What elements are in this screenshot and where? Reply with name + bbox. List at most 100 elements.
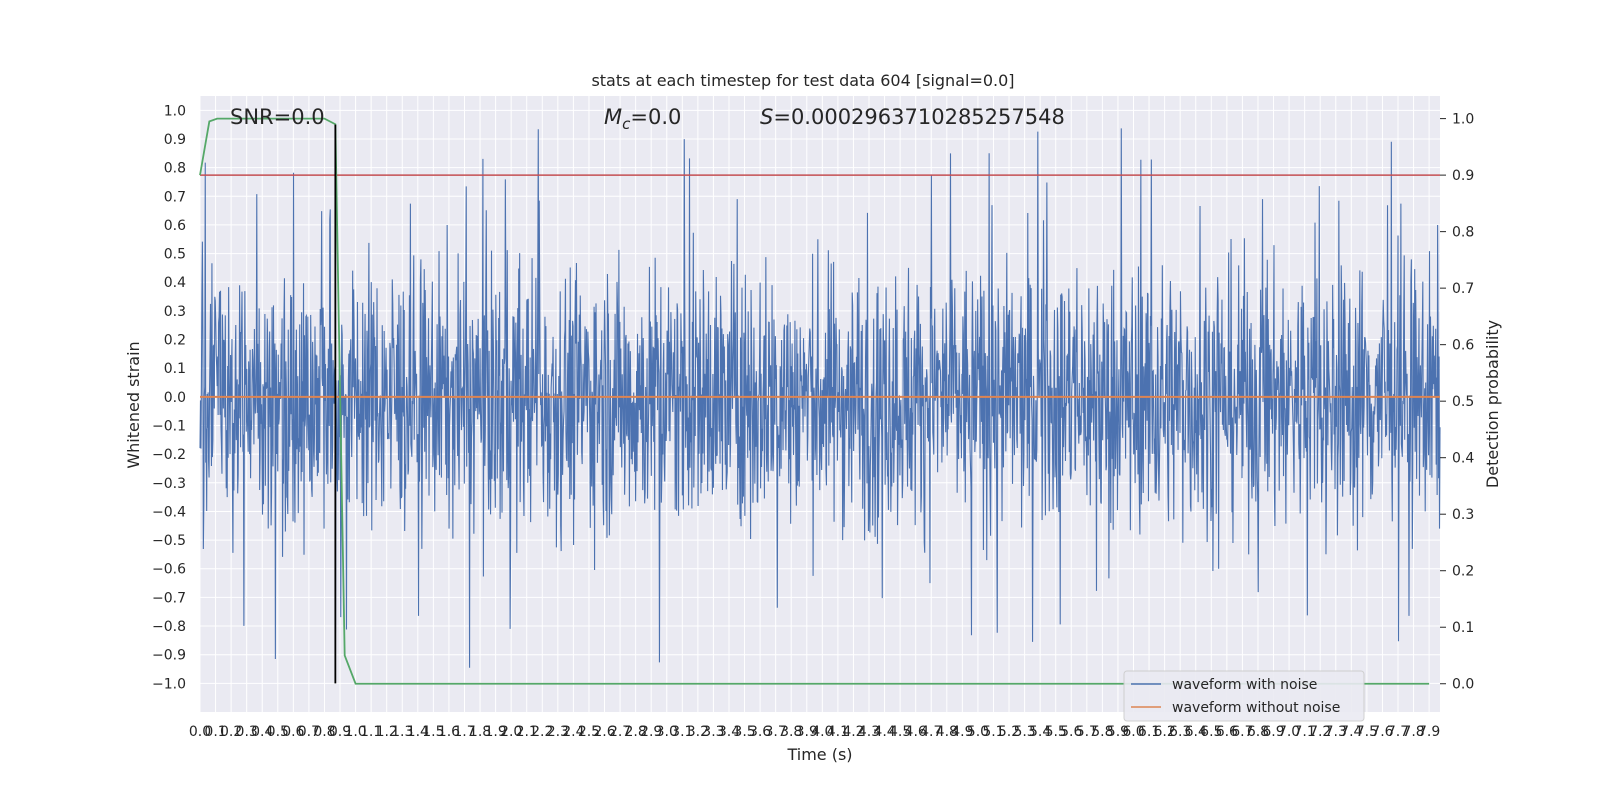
x-tick-label: 0.2 bbox=[220, 724, 242, 740]
x-tick-label: 3.7 bbox=[765, 724, 787, 740]
x-tick-label: 1.8 bbox=[469, 724, 491, 740]
x-tick-label: 4.6 bbox=[905, 724, 927, 740]
x-tick-label: 0.3 bbox=[236, 724, 258, 740]
y2-axis-label: Detection probability bbox=[1483, 320, 1502, 488]
y-tick-label: 0.5 bbox=[164, 247, 186, 263]
y2-tick-label: 0.4 bbox=[1452, 451, 1474, 467]
chirp-mass-annotation: Mc=0.0 bbox=[604, 105, 681, 133]
noise-waveform-layer bbox=[199, 128, 1441, 668]
x-tick-label: 3.1 bbox=[671, 724, 693, 740]
x-tick-label: 5.2 bbox=[998, 724, 1020, 740]
y-tick-label: −0.7 bbox=[152, 590, 186, 606]
x-tick-label: 1.6 bbox=[438, 724, 460, 740]
x-tick-label: 1.1 bbox=[360, 724, 382, 740]
x-tick-label: 2.0 bbox=[500, 724, 522, 740]
y-tick-label: 0.7 bbox=[164, 189, 186, 205]
chart-title: stats at each timestep for test data 604… bbox=[591, 71, 1014, 90]
x-tick-label: 5.3 bbox=[1013, 724, 1035, 740]
x-tick-label: 2.9 bbox=[640, 724, 662, 740]
x-tick-label: 2.4 bbox=[562, 724, 584, 740]
y-tick-label: −0.8 bbox=[152, 619, 186, 635]
x-tick-label: 2.6 bbox=[593, 724, 615, 740]
y-tick-label: 0.9 bbox=[164, 132, 186, 148]
y-tick-label: 0.3 bbox=[164, 304, 186, 320]
x-tick-label: 3.4 bbox=[718, 724, 740, 740]
y-tick-label: 0.8 bbox=[164, 161, 186, 177]
x-tick-label: 6.4 bbox=[1185, 724, 1207, 740]
x-tick-label: 3.8 bbox=[780, 724, 802, 740]
x-tick-label: 7.3 bbox=[1325, 724, 1347, 740]
x-tick-label: 7.0 bbox=[1278, 724, 1300, 740]
x-tick-label: 0.5 bbox=[267, 724, 289, 740]
x-tick-label: 0.0 bbox=[189, 724, 211, 740]
x-tick-label: 2.8 bbox=[625, 724, 647, 740]
y-tick-label: 0.6 bbox=[164, 218, 186, 234]
x-tick-label: 3.9 bbox=[796, 724, 818, 740]
x-tick-label: 3.2 bbox=[687, 724, 709, 740]
y2-tick-label: 0.3 bbox=[1452, 507, 1474, 523]
x-tick-label: 7.7 bbox=[1387, 724, 1409, 740]
y-tick-label: 0.2 bbox=[164, 333, 186, 349]
y-tick-label: −1.0 bbox=[152, 676, 186, 692]
series-probability-line bbox=[199, 117, 1430, 685]
x-tick-label: 4.2 bbox=[842, 724, 864, 740]
x-tick-label: 4.9 bbox=[951, 724, 973, 740]
y2-tick-label: 1.0 bbox=[1452, 112, 1474, 128]
y2-tick-label: 0.1 bbox=[1452, 620, 1474, 636]
x-tick-label: 4.8 bbox=[936, 724, 958, 740]
y-tick-label: 0.1 bbox=[164, 361, 186, 377]
y2-tick-label: 0.7 bbox=[1452, 281, 1474, 297]
x-tick-label: 1.5 bbox=[422, 724, 444, 740]
x-tick-label: 6.8 bbox=[1247, 724, 1269, 740]
x-tick-label: 5.8 bbox=[1091, 724, 1113, 740]
snr-annotation: SNR=0.0 bbox=[230, 105, 325, 129]
x-tick-label: 4.0 bbox=[811, 724, 833, 740]
x-tick-label: 6.0 bbox=[1122, 724, 1144, 740]
y-axis-label: Whitened strain bbox=[124, 341, 143, 468]
x-tick-label: 7.6 bbox=[1371, 724, 1393, 740]
x-axis-ticks: 0.00.10.20.30.40.50.60.70.80.91.01.11.21… bbox=[189, 724, 1440, 740]
x-tick-label: 5.1 bbox=[982, 724, 1004, 740]
x-tick-label: 6.5 bbox=[1200, 724, 1222, 740]
x-tick-label: 7.5 bbox=[1356, 724, 1378, 740]
y2-axis-ticks: 1.0 0.9 0.8 0.7 0.6 0.5 0.4 0.3 0.2 0.1 0.0 bbox=[1440, 112, 1474, 693]
x-tick-label: 5.9 bbox=[1107, 724, 1129, 740]
x-tick-label: 4.7 bbox=[920, 724, 942, 740]
x-tick-label: 4.1 bbox=[827, 724, 849, 740]
x-tick-label: 3.0 bbox=[656, 724, 678, 740]
y2-tick-label: 0.9 bbox=[1452, 168, 1474, 184]
x-tick-label: 5.5 bbox=[1045, 724, 1067, 740]
y2-tick-label: 0.5 bbox=[1452, 394, 1474, 410]
x-tick-label: 7.1 bbox=[1294, 724, 1316, 740]
series-noise-line bbox=[199, 128, 1441, 668]
y-tick-label: −0.4 bbox=[152, 504, 186, 520]
x-tick-label: 1.4 bbox=[407, 724, 429, 740]
y-tick-label: −0.6 bbox=[152, 562, 186, 578]
x-tick-label: 5.0 bbox=[967, 724, 989, 740]
x-tick-label: 2.2 bbox=[531, 724, 553, 740]
x-tick-label: 3.5 bbox=[733, 724, 755, 740]
x-tick-label: 2.3 bbox=[547, 724, 569, 740]
y-tick-label: 0.0 bbox=[164, 390, 186, 406]
y2-tick-label: 0.6 bbox=[1452, 338, 1474, 354]
x-tick-label: 0.9 bbox=[329, 724, 351, 740]
mc-value: =0.0 bbox=[630, 105, 681, 129]
y2-tick-label: 0.8 bbox=[1452, 225, 1474, 241]
x-tick-label: 3.6 bbox=[749, 724, 771, 740]
x-tick-label: 3.3 bbox=[702, 724, 724, 740]
y2-tick-label: 0.2 bbox=[1452, 564, 1474, 580]
x-tick-label: 0.1 bbox=[204, 724, 226, 740]
y2-tick-label: 0.0 bbox=[1452, 677, 1474, 693]
y-tick-label: −0.2 bbox=[152, 447, 186, 463]
lines-layer bbox=[199, 117, 1440, 685]
y-tick-label: 0.4 bbox=[164, 275, 186, 291]
x-tick-label: 4.5 bbox=[889, 724, 911, 740]
x-tick-label: 7.2 bbox=[1309, 724, 1331, 740]
legend: waveform with noise waveform without noi… bbox=[1123, 670, 1365, 722]
y-tick-label: −0.3 bbox=[152, 476, 186, 492]
x-tick-label: 7.9 bbox=[1418, 724, 1440, 740]
legend-box bbox=[1123, 670, 1365, 722]
x-tick-label: 1.7 bbox=[453, 724, 475, 740]
y-axis-ticks: 1.0 0.9 0.8 0.7 0.6 0.5 0.4 0.3 0.2 0.1 0.0 −0.1 −0.… bbox=[152, 103, 186, 692]
